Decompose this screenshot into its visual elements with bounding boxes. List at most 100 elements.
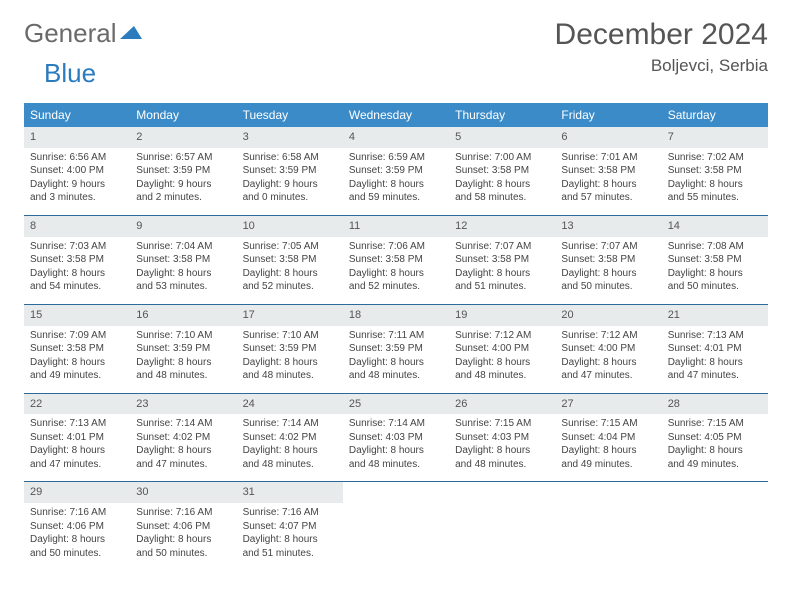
day-body: Sunrise: 7:08 AMSunset: 3:58 PMDaylight:… xyxy=(662,237,768,304)
calendar-day-cell: 19Sunrise: 7:12 AMSunset: 4:00 PMDayligh… xyxy=(449,304,555,393)
sunrise-line: Sunrise: 7:13 AM xyxy=(30,418,106,429)
title-block: December 2024 Boljevci, Serbia xyxy=(555,18,768,76)
day-body: Sunrise: 7:00 AMSunset: 3:58 PMDaylight:… xyxy=(449,148,555,215)
sunset-line: Sunset: 4:05 PM xyxy=(668,432,742,443)
day-number: 11 xyxy=(343,216,449,237)
daylight-line: Daylight: 8 hours and 52 minutes. xyxy=(349,268,424,293)
sunset-line: Sunset: 3:58 PM xyxy=(30,343,104,354)
daylight-line: Daylight: 9 hours and 2 minutes. xyxy=(136,179,211,204)
calendar-day-cell: 7Sunrise: 7:02 AMSunset: 3:58 PMDaylight… xyxy=(662,127,768,215)
sunrise-line: Sunrise: 7:05 AM xyxy=(243,241,319,252)
day-number: 23 xyxy=(130,394,236,415)
daylight-line: Daylight: 8 hours and 48 minutes. xyxy=(349,445,424,470)
daylight-line: Daylight: 8 hours and 48 minutes. xyxy=(243,357,318,382)
daylight-line: Daylight: 8 hours and 48 minutes. xyxy=(455,357,530,382)
calendar-day-cell: 5Sunrise: 7:00 AMSunset: 3:58 PMDaylight… xyxy=(449,127,555,215)
sunset-line: Sunset: 3:58 PM xyxy=(668,165,742,176)
sunrise-line: Sunrise: 7:16 AM xyxy=(243,507,319,518)
day-body: Sunrise: 6:57 AMSunset: 3:59 PMDaylight:… xyxy=(130,148,236,215)
daylight-line: Daylight: 8 hours and 47 minutes. xyxy=(561,357,636,382)
calendar-week-row: 22 Sunrise: 7:13 AM Sunset: 4:01 PM Dayligh… xyxy=(24,393,768,482)
sunrise-line: Sunrise: 7:08 AM xyxy=(668,241,744,252)
day-body: Sunrise: 7:12 AMSunset: 4:00 PMDaylight:… xyxy=(449,326,555,393)
calendar-week-row: 15Sunrise: 7:09 AMSunset: 3:58 PMDayligh… xyxy=(24,304,768,393)
calendar-day-cell: 13Sunrise: 7:07 AMSunset: 3:58 PMDayligh… xyxy=(555,215,661,304)
sunset-line: Sunset: 4:01 PM xyxy=(30,432,104,443)
day-number: 10 xyxy=(237,216,343,237)
day-number: 22 xyxy=(24,394,130,415)
day-header: Wednesday xyxy=(343,103,449,127)
day-number: 4 xyxy=(343,127,449,148)
daylight-line: Daylight: 8 hours and 47 minutes. xyxy=(668,357,743,382)
sunset-line: Sunset: 4:02 PM xyxy=(136,432,210,443)
location: Boljevci, Serbia xyxy=(555,56,768,76)
day-body: Sunrise: 7:15 AMSunset: 4:05 PMDaylight:… xyxy=(662,414,768,481)
sunrise-line: Sunrise: 7:00 AM xyxy=(455,152,531,163)
day-body: Sunrise: 7:16 AM Sunset: 4:07 PM Daylight:… xyxy=(237,503,343,570)
day-header: Friday xyxy=(555,103,661,127)
day-header-row: SundayMondayTuesdayWednesdayThursdayFrid… xyxy=(24,103,768,127)
sunset-line: Sunset: 4:07 PM xyxy=(243,521,317,532)
day-number: 8 xyxy=(24,216,130,237)
calendar-day-cell: 27Sunrise: 7:15 AMSunset: 4:04 PMDayligh… xyxy=(555,393,661,482)
day-number: 31 xyxy=(237,482,343,503)
day-number: 21 xyxy=(662,305,768,326)
day-body: Sunrise: 7:04 AM Sunset: 3:58 PM Daylight:… xyxy=(130,237,236,304)
sunset-line: Sunset: 4:06 PM xyxy=(30,521,104,532)
calendar-day-cell: 4Sunrise: 6:59 AMSunset: 3:59 PMDaylight… xyxy=(343,127,449,215)
logo-text-1: General xyxy=(24,18,117,49)
day-body: Sunrise: 6:56 AMSunset: 4:00 PMDaylight:… xyxy=(24,148,130,215)
calendar-day-cell: 2Sunrise: 6:57 AMSunset: 3:59 PMDaylight… xyxy=(130,127,236,215)
day-number: 16 xyxy=(130,305,236,326)
day-body: Sunrise: 6:58 AMSunset: 3:59 PMDaylight:… xyxy=(237,148,343,215)
day-number: 29 xyxy=(24,482,130,503)
day-number: 9 xyxy=(130,216,236,237)
day-number: 12 xyxy=(449,216,555,237)
daylight-line: Daylight: 8 hours and 47 minutes. xyxy=(136,445,211,470)
sunset-line: Sunset: 3:58 PM xyxy=(136,254,210,265)
sunset-line: Sunset: 4:04 PM xyxy=(561,432,635,443)
day-number: 19 xyxy=(449,305,555,326)
sunrise-line: Sunrise: 7:15 AM xyxy=(561,418,637,429)
sunrise-line: Sunrise: 7:10 AM xyxy=(136,330,212,341)
sunset-line: Sunset: 3:58 PM xyxy=(668,254,742,265)
calendar-day-cell: 3Sunrise: 6:58 AMSunset: 3:59 PMDaylight… xyxy=(237,127,343,215)
sunrise-line: Sunrise: 6:57 AM xyxy=(136,152,212,163)
calendar-day-cell: 15Sunrise: 7:09 AMSunset: 3:58 PMDayligh… xyxy=(24,304,130,393)
daylight-line: Daylight: 8 hours and 50 minutes. xyxy=(30,534,105,559)
day-number: 5 xyxy=(449,127,555,148)
day-body: Sunrise: 7:09 AMSunset: 3:58 PMDaylight:… xyxy=(24,326,130,393)
daylight-line: Daylight: 8 hours and 48 minutes. xyxy=(455,445,530,470)
sunset-line: Sunset: 4:03 PM xyxy=(349,432,423,443)
sunrise-line: Sunrise: 7:16 AM xyxy=(30,507,106,518)
day-number: 27 xyxy=(555,394,661,415)
daylight-line: Daylight: 8 hours and 54 minutes. xyxy=(30,268,105,293)
sunset-line: Sunset: 4:02 PM xyxy=(243,432,317,443)
daylight-line: Daylight: 8 hours and 53 minutes. xyxy=(136,268,211,293)
sunset-line: Sunset: 3:59 PM xyxy=(243,343,317,354)
calendar-day-cell: 17Sunrise: 7:10 AMSunset: 3:59 PMDayligh… xyxy=(237,304,343,393)
daylight-line: Daylight: 8 hours and 47 minutes. xyxy=(30,445,105,470)
day-number: 6 xyxy=(555,127,661,148)
calendar-week-row: 29 Sunrise: 7:16 AM Sunset: 4:06 PM Dayligh… xyxy=(24,482,768,570)
daylight-line: Daylight: 8 hours and 51 minutes. xyxy=(243,534,318,559)
day-number: 7 xyxy=(662,127,768,148)
day-body: Sunrise: 7:14 AMSunset: 4:03 PMDaylight:… xyxy=(343,414,449,481)
calendar-week-row: 1Sunrise: 6:56 AMSunset: 4:00 PMDaylight… xyxy=(24,127,768,215)
day-number: 18 xyxy=(343,305,449,326)
day-number: 25 xyxy=(343,394,449,415)
sunset-line: Sunset: 3:58 PM xyxy=(455,254,529,265)
logo-text-2: Blue xyxy=(44,58,96,88)
calendar-day-cell: 10Sunrise: 7:05 AMSunset: 3:58 PMDayligh… xyxy=(237,215,343,304)
day-header: Sunday xyxy=(24,103,130,127)
day-number: 3 xyxy=(237,127,343,148)
calendar-day-cell: 20Sunrise: 7:12 AMSunset: 4:00 PMDayligh… xyxy=(555,304,661,393)
day-number: 26 xyxy=(449,394,555,415)
sunrise-line: Sunrise: 7:07 AM xyxy=(561,241,637,252)
sunrise-line: Sunrise: 7:04 AM xyxy=(136,241,212,252)
daylight-line: Daylight: 9 hours and 3 minutes. xyxy=(30,179,105,204)
day-header: Thursday xyxy=(449,103,555,127)
day-body: Sunrise: 7:13 AMSunset: 4:01 PMDaylight:… xyxy=(662,326,768,393)
calendar-day-cell: 1Sunrise: 6:56 AMSunset: 4:00 PMDaylight… xyxy=(24,127,130,215)
day-body: Sunrise: 7:16 AM Sunset: 4:06 PM Daylight:… xyxy=(24,503,130,570)
